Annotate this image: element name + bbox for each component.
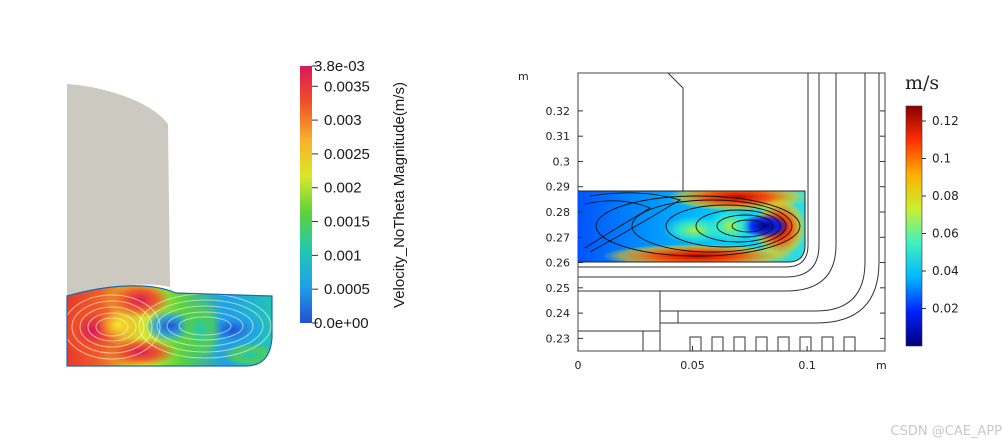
- right-y-axis: 0.32 0.31 0.3 0.29 0.28 0.27 0.26 0.25 0.24 0.23: [546, 105, 885, 345]
- melt-velocity-field: [67, 285, 272, 366]
- left-colorbar-title: Velocity_NoTheta Magnitude(m/s): [391, 82, 408, 308]
- right-y-tick-label: 0.23: [546, 332, 571, 345]
- furnace-geometry: [578, 72, 880, 351]
- left-colorbar-tick-label: 0.002: [324, 180, 362, 197]
- left-colorbar-ticks: 0.0035 0.003 0.0025 0.002 0.0015 0.001 0.0005: [312, 78, 370, 298]
- right-x-unit: m: [876, 359, 887, 372]
- right-y-tick-label: 0.29: [546, 181, 571, 194]
- right-colorbar-tick-label: 0.12: [932, 114, 959, 128]
- right-y-tick-label: 0.31: [546, 130, 571, 143]
- right-colorbar-tick-label: 0.08: [932, 189, 959, 203]
- right-y-tick-label: 0.32: [546, 105, 571, 118]
- left-colorbar-tick-label: 0.003: [324, 112, 362, 129]
- melt-streamlines-right: [584, 192, 801, 257]
- right-y-tick-label: 0.25: [546, 282, 571, 295]
- right-y-tick-label: 0.28: [546, 206, 571, 219]
- watermark: CSDN @CAE_APP: [890, 424, 1002, 439]
- right-x-axis: 0 0.05 0.1: [575, 346, 816, 372]
- right-plot-canvas: 0.320.310.30.290.280.270.260.250.240.23 …: [518, 70, 959, 372]
- right-colorbar-ticks: 0.12 0.1 0.08 0.06 0.04 0.02: [922, 114, 959, 316]
- left-colorbar-tick-label: 0.001: [324, 247, 362, 264]
- right-colorbar-title: m/s: [905, 72, 939, 94]
- right-colorbar-tick-label: 0.04: [932, 264, 959, 278]
- left-velocity-plot: 0.0035 0.003 0.0025 0.002 0.0015 0.001 0.0005 …: [0, 0, 480, 445]
- right-velocity-plot: 0.32 0.31 0.3 0.29 0.28 0.27 0.26 0.25 0.24 0.23 …: [480, 0, 1008, 445]
- right-x-tick-label: 0.1: [798, 359, 816, 372]
- left-colorbar-tick-label: 0.0035: [324, 78, 370, 95]
- right-colorbar-tick-label: 0.06: [932, 227, 959, 241]
- heater-element: [755, 336, 768, 352]
- melt-streamlines: [67, 293, 272, 360]
- right-y-tick-label: 0.24: [546, 307, 571, 320]
- heater-elements: [689, 336, 856, 352]
- heater-element: [733, 336, 746, 352]
- heater-element: [821, 336, 834, 352]
- crucible-outline: [66, 285, 273, 367]
- heater-element: [843, 336, 856, 352]
- left-colorbar-tick-label: 0.0005: [324, 281, 370, 298]
- left-plot-canvas: 0.00350.0030.00250.0020.00150.0010.0005 …: [66, 58, 408, 367]
- right-colorbar-tick-label: 0.1: [932, 152, 951, 166]
- left-colorbar-max-label: 3.8e-03: [314, 58, 365, 75]
- heater-element: [799, 336, 812, 352]
- left-colorbar-min-label: 0.0e+00: [314, 315, 369, 332]
- heater-element: [711, 336, 724, 352]
- left-colorbar-tick-label: 0.0025: [324, 146, 370, 163]
- right-x-tick-label: 0: [575, 359, 582, 372]
- right-colorbar: [905, 105, 923, 347]
- right-y-tick-label: 0.3: [553, 155, 571, 168]
- right-x-tick-label: 0.05: [680, 359, 705, 372]
- left-colorbar: [300, 66, 312, 323]
- right-colorbar-tick-label: 0.02: [932, 302, 959, 316]
- right-y-tick-label: 0.27: [546, 231, 571, 244]
- right-y-tick-label: 0.26: [546, 257, 571, 270]
- crystal-solid-region: [67, 84, 170, 296]
- heater-element: [689, 336, 702, 352]
- left-colorbar-tick-label: 0.0015: [324, 214, 370, 231]
- heater-element: [777, 336, 790, 352]
- right-y-unit: m: [518, 70, 529, 83]
